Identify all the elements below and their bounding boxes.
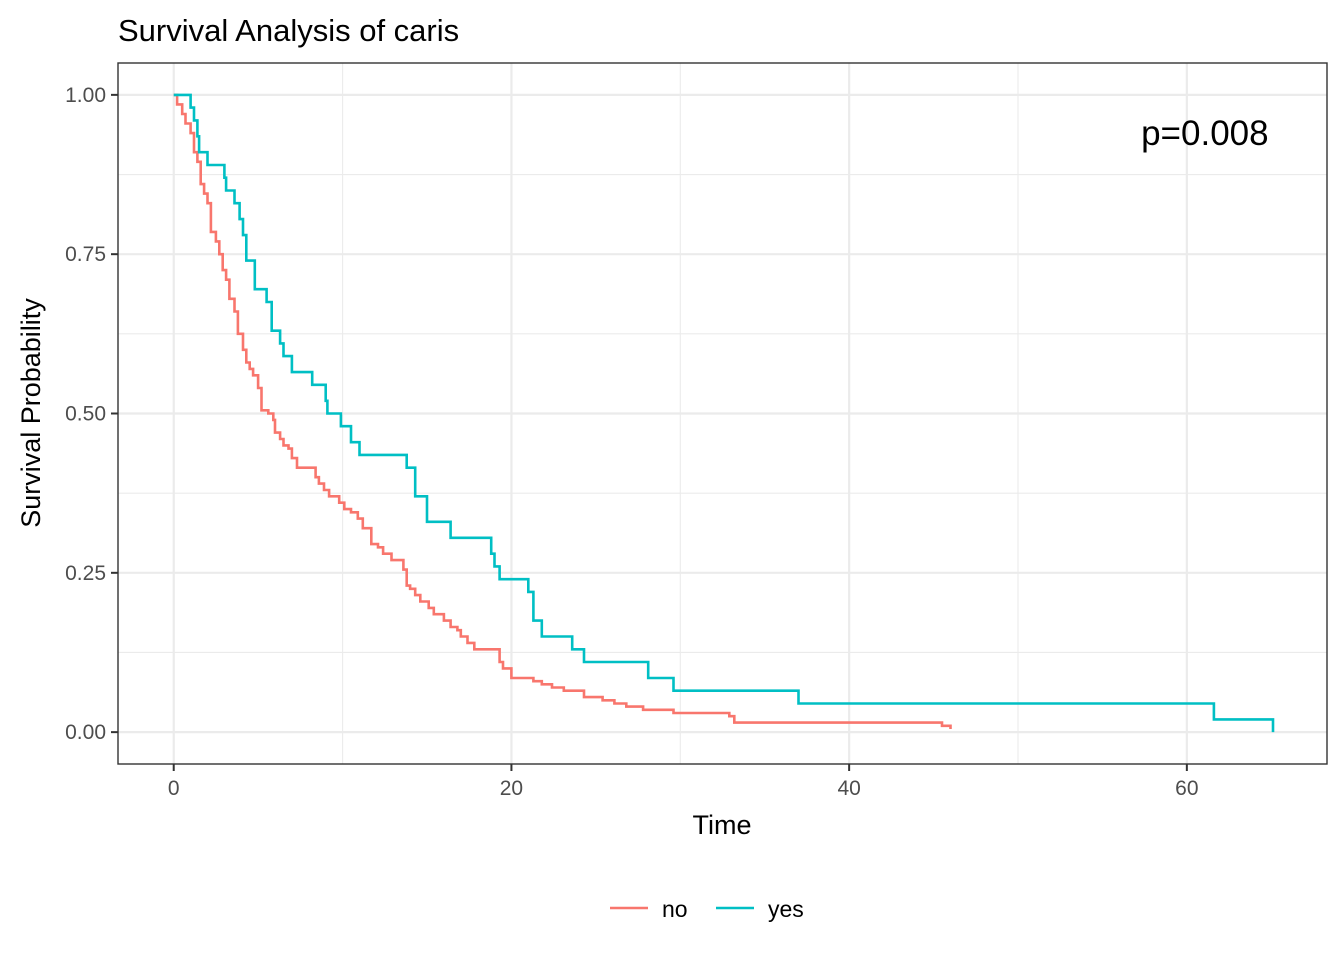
y-tick-label: 0.00 (65, 721, 106, 744)
survival-curves (173, 93, 1275, 733)
legend-label-yes: yes (768, 896, 804, 922)
y-tick-label: 0.75 (65, 243, 106, 266)
y-axis-title: Survival Probability (16, 298, 46, 528)
y-tick-label: 1.00 (65, 84, 106, 107)
x-tick-label: 40 (837, 777, 860, 800)
x-tick-label: 60 (1175, 777, 1198, 800)
x-tick-label: 0 (168, 777, 180, 800)
legend: no yes (610, 896, 804, 922)
x-axis-title: Time (693, 810, 752, 840)
survival-curve-no (173, 93, 952, 729)
y-tick-label: 0.50 (65, 403, 106, 426)
chart-title: Survival Analysis of caris (118, 13, 459, 48)
y-tick-label: 0.25 (65, 562, 106, 585)
legend-label-no: no (662, 896, 688, 922)
survival-curve-yes (173, 93, 1275, 733)
axes: 0 20 40 60 0.00 0.25 0.50 0.75 1.00 (65, 84, 1198, 800)
grid (118, 63, 1327, 764)
p-value-annotation: p=0.008 (1141, 114, 1269, 153)
x-tick-label: 20 (500, 777, 523, 800)
